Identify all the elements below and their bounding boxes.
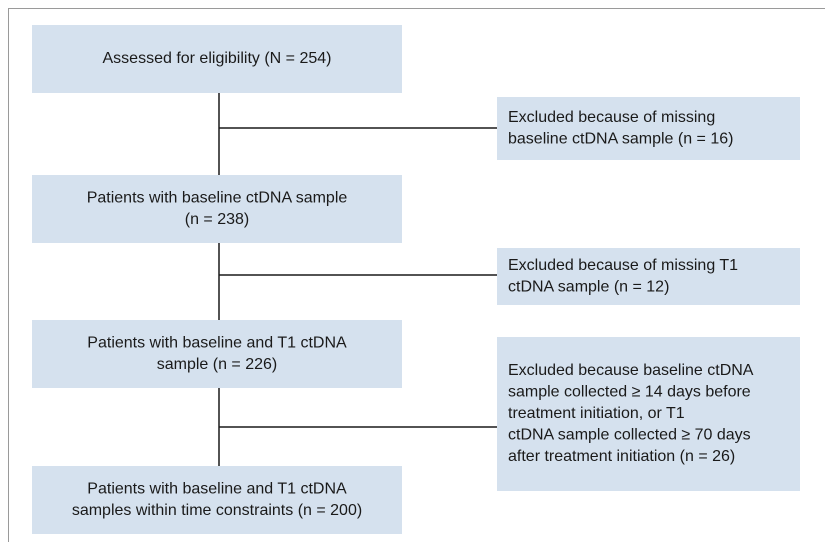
node-label: after treatment initiation (n = 26) xyxy=(508,448,735,465)
node-label: (n = 238) xyxy=(185,211,249,228)
node-label: Patients with baseline ctDNA sample xyxy=(87,189,348,206)
node-label: Patients with baseline and T1 ctDNA xyxy=(87,334,347,351)
node-label: sample collected ≥ 14 days before xyxy=(508,384,751,401)
exclusion-node: Excluded because baseline ctDNA sample co… xyxy=(497,337,800,491)
node-label: treatment initiation, or T1 xyxy=(508,405,685,422)
exclusion-node: Excluded because of missing T1 ctDNA samp… xyxy=(497,248,800,305)
node-label: Excluded because baseline ctDNA xyxy=(508,362,754,379)
node-box xyxy=(32,320,402,388)
frame xyxy=(8,8,825,542)
node-box xyxy=(497,337,800,491)
exclusion-node: Excluded because of missing baseline ctDN… xyxy=(497,97,800,160)
node-label: sample (n = 226) xyxy=(157,356,278,373)
main-node: Patients with baseline and T1 ctDNA sampl… xyxy=(32,320,402,388)
node-box xyxy=(32,25,402,93)
node-label: Excluded because of missing T1 xyxy=(508,257,738,274)
node-label: Excluded because of missing xyxy=(508,109,715,126)
main-node: Assessed for eligibility (N = 254) xyxy=(32,25,402,93)
node-label: ctDNA sample collected ≥ 70 days xyxy=(508,427,751,444)
node-label: ctDNA sample (n = 12) xyxy=(508,278,669,295)
main-node: Patients with baseline and T1 ctDNA sampl… xyxy=(32,466,402,534)
node-label: baseline ctDNA sample (n = 16) xyxy=(508,130,733,147)
node-box xyxy=(32,466,402,534)
node-box xyxy=(497,248,800,305)
node-label: Assessed for eligibility (N = 254) xyxy=(103,50,332,67)
connectors xyxy=(218,93,497,466)
node-box xyxy=(497,97,800,160)
node-label: Patients with baseline and T1 ctDNA xyxy=(87,480,347,497)
main-node: Patients with baseline ctDNA sample (n = … xyxy=(32,175,402,243)
node-box xyxy=(32,175,402,243)
node-label: samples within time constraints (n = 200… xyxy=(72,502,362,519)
